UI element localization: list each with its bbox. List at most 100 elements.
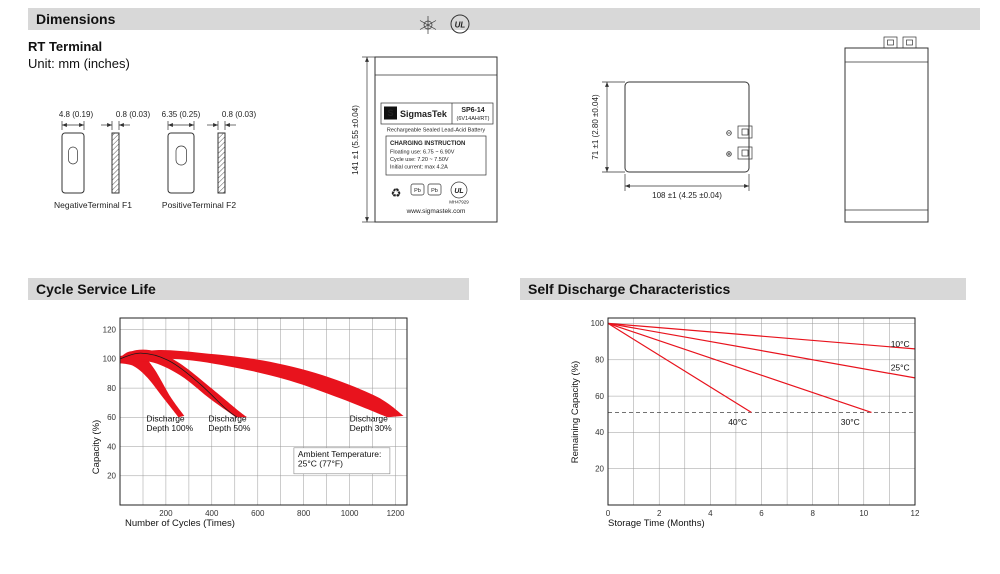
- series-line: [607, 322, 872, 413]
- svg-text:600: 600: [251, 509, 265, 518]
- svg-text:8: 8: [810, 509, 815, 518]
- brand-logo-icon: [384, 106, 397, 120]
- axis-tick-labels: 200 400 600 800 1000 1200 20 40 60 80 100 120: [103, 326, 405, 519]
- battery-front-outline: [374, 56, 498, 223]
- series-label: 40°C: [728, 417, 747, 427]
- self-discharge-chart: 10°C 25°C 30°C 40°C 0 2 4 6 8 10 12 20 40 60 80 100 Stor…: [570, 317, 920, 529]
- star-certification-icon: [419, 16, 437, 34]
- svg-text:400: 400: [205, 509, 219, 518]
- positive-terminal-slot: [175, 145, 187, 166]
- svg-text:80: 80: [107, 384, 116, 393]
- side-view-terminal-1: [883, 36, 898, 49]
- svg-text:4: 4: [708, 509, 713, 518]
- positive-symbol: ⊕: [726, 150, 733, 159]
- positive-terminal-front: [167, 132, 195, 194]
- series-line: [607, 322, 916, 379]
- ul-certification-icon: UL: [450, 14, 470, 34]
- charging-line-1: Floating use: 6.75 ~ 6.90V: [390, 150, 455, 156]
- unit-note: Unit: mm (inches): [28, 56, 130, 71]
- negative-terminal-slot: [68, 146, 78, 165]
- charging-title: CHARGING INSTRUCTION: [390, 141, 465, 147]
- svg-text:20: 20: [107, 472, 116, 481]
- certification-marks: UL: [419, 14, 470, 34]
- website-text: www.sigmastek.com: [406, 208, 466, 215]
- cycle-life-section-title: Cycle Service Life: [36, 281, 156, 297]
- grid-lines: [120, 318, 407, 505]
- svg-text:1200: 1200: [387, 509, 405, 518]
- side-view-terminal-2: [902, 36, 917, 49]
- dim-battery-width: 71 ±1 (2.80 ±0.04): [591, 94, 600, 160]
- negative-terminal-drawing: 4.8 (0.19) 0.8 (0.03) NegativeTerminal F…: [54, 110, 150, 210]
- svg-text:200: 200: [159, 509, 173, 518]
- model-spec: (6V14AH/RT): [457, 116, 490, 122]
- ul-label-icon: [450, 181, 468, 199]
- svg-text:Discharge: Discharge: [208, 414, 247, 424]
- svg-text:Depth 100%: Depth 100%: [146, 423, 193, 433]
- battery-type-text: Rechargeable Sealed Lead-Acid Battery: [387, 128, 485, 134]
- negative-terminal-side: [111, 132, 120, 194]
- ul-mark-text: UL: [455, 21, 466, 30]
- dim-positive-width: 6.35 (0.25): [162, 110, 201, 119]
- svg-text:Ambient Temperature:: Ambient Temperature:: [298, 449, 381, 459]
- charging-line-2: Cycle use: 7.20 ~ 7.50V: [390, 157, 449, 163]
- dim-battery-length: 108 ±1 (4.25 ±0.04): [652, 191, 722, 200]
- x-axis-label: Storage Time (Months): [608, 518, 705, 529]
- svg-text:40: 40: [595, 428, 604, 437]
- self-discharge-section-header: Self Discharge Characteristics: [520, 278, 966, 300]
- svg-text:10: 10: [859, 509, 868, 518]
- grid-lines: [608, 318, 915, 505]
- self-discharge-section-title: Self Discharge Characteristics: [528, 281, 731, 297]
- battery-top-outline: [624, 81, 750, 173]
- battery-top-view: ⊖ ⊕ 71 ±1 (2.80 ±0.04) 108 ±1 (4.25 ±0.0…: [591, 81, 753, 200]
- top-view-negative-tab: [737, 125, 753, 139]
- pb-icon: [410, 183, 425, 196]
- svg-text:40: 40: [107, 442, 116, 451]
- dim-negative-width: 4.8 (0.19): [59, 110, 94, 119]
- svg-text:100: 100: [103, 355, 117, 364]
- battery-side-outline: [844, 47, 929, 223]
- plot-border: [119, 317, 408, 506]
- battery-front-view: S SigmasTek SP6-14 (6V14AH/RT) Rechargea…: [351, 56, 498, 223]
- svg-text:12: 12: [911, 509, 920, 518]
- dim-negative-thickness: 0.8 (0.03): [116, 110, 151, 119]
- top-view-positive-tab: [737, 146, 753, 160]
- dim-battery-height: 141 ±1 (5.55 ±0.04): [351, 105, 360, 175]
- negative-terminal-front: [61, 132, 85, 194]
- discharge-depth-bands: [120, 349, 404, 418]
- y-axis-label: Capacity (%): [91, 420, 102, 474]
- svg-text:800: 800: [297, 509, 311, 518]
- temperature-series: 10°C 25°C 30°C 40°C: [607, 322, 916, 427]
- svg-text:80: 80: [595, 356, 604, 365]
- pb-text-2: Pb: [431, 188, 438, 194]
- svg-text:Depth 30%: Depth 30%: [350, 423, 392, 433]
- svg-text:20: 20: [595, 465, 604, 474]
- svg-text:1000: 1000: [341, 509, 359, 518]
- model-number: SP6-14: [461, 107, 484, 114]
- series-label: 30°C: [841, 417, 860, 427]
- positive-terminal-drawing: 6.35 (0.25) 0.8 (0.03) PositiveTerminal …: [162, 110, 257, 210]
- series-label: 10°C: [891, 339, 910, 349]
- brand-name: SigmasTek: [400, 109, 448, 119]
- rt-terminal-title: RT Terminal: [28, 39, 103, 54]
- plot-border: [607, 317, 916, 506]
- svg-text:100: 100: [591, 319, 605, 328]
- brand-logo-letter: S: [387, 108, 393, 118]
- svg-text:6: 6: [759, 509, 764, 518]
- positive-terminal-side: [217, 132, 226, 194]
- ul-file-number: MH47929: [449, 200, 469, 205]
- svg-text:25°C (77°F): 25°C (77°F): [298, 458, 343, 468]
- svg-text:Discharge: Discharge: [350, 414, 389, 424]
- charging-line-3: Initial current: max 4.2A: [390, 165, 448, 171]
- series-line: [607, 322, 916, 350]
- svg-text:Discharge: Discharge: [146, 414, 185, 424]
- axis-tick-labels: 0 2 4 6 8 10 12 20 40 60 80 100: [591, 319, 920, 518]
- recycle-icon: ♻: [391, 186, 402, 200]
- positive-terminal-label: PositiveTerminal F2: [162, 200, 236, 210]
- series-label: 25°C: [891, 363, 910, 373]
- svg-text:120: 120: [103, 326, 117, 335]
- negative-terminal-label: NegativeTerminal F1: [54, 200, 132, 210]
- ul-label-text: UL: [454, 188, 463, 195]
- x-axis-label: Number of Cycles (Times): [125, 518, 235, 529]
